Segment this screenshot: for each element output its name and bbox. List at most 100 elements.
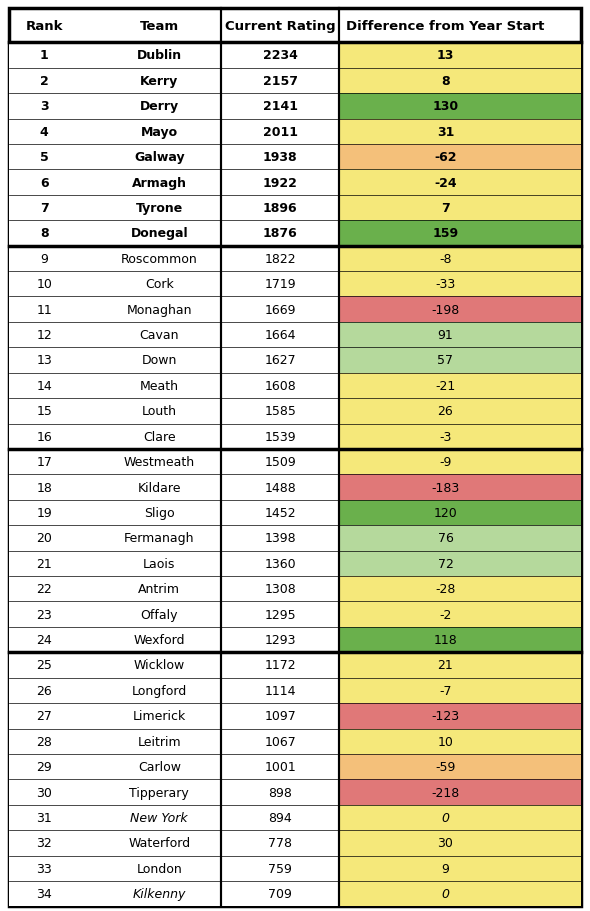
Text: Dublin: Dublin <box>137 49 182 62</box>
Bar <box>9 424 339 449</box>
Bar <box>9 602 339 627</box>
Bar <box>339 170 581 196</box>
Text: 14: 14 <box>37 380 52 393</box>
Text: 30: 30 <box>438 836 453 849</box>
Text: Laois: Laois <box>143 558 175 570</box>
Bar <box>9 94 339 119</box>
Text: Galway: Galway <box>134 151 185 164</box>
Text: Leitrim: Leitrim <box>137 735 181 748</box>
Bar <box>339 855 581 881</box>
Bar <box>339 322 581 348</box>
Text: 17: 17 <box>37 456 52 468</box>
Bar <box>9 577 339 602</box>
Text: 1669: 1669 <box>264 303 296 316</box>
Text: 1293: 1293 <box>264 633 296 646</box>
Text: -7: -7 <box>439 684 452 697</box>
Bar <box>339 703 581 729</box>
Bar <box>339 551 581 577</box>
Text: 31: 31 <box>437 126 454 138</box>
Bar <box>339 500 581 526</box>
Text: 12: 12 <box>37 329 52 342</box>
Bar <box>9 729 339 754</box>
Bar <box>9 297 339 322</box>
Text: 759: 759 <box>268 862 292 875</box>
Bar <box>339 246 581 271</box>
Text: 23: 23 <box>37 608 52 621</box>
Text: 0: 0 <box>441 811 450 824</box>
Text: 13: 13 <box>37 354 52 367</box>
Text: -21: -21 <box>435 380 455 393</box>
Text: 8: 8 <box>441 75 450 87</box>
Bar <box>339 297 581 322</box>
Text: 1001: 1001 <box>264 761 296 773</box>
Text: 2234: 2234 <box>263 49 298 62</box>
Text: 1509: 1509 <box>264 456 296 468</box>
Text: -3: -3 <box>440 430 451 444</box>
Bar <box>339 145 581 170</box>
Text: Armagh: Armagh <box>132 177 187 189</box>
Text: 11: 11 <box>37 303 52 316</box>
Text: 1664: 1664 <box>264 329 296 342</box>
Text: 7: 7 <box>40 201 48 215</box>
Bar <box>9 526 339 551</box>
Text: 1360: 1360 <box>264 558 296 570</box>
Text: 2157: 2157 <box>263 75 298 87</box>
Text: -2: -2 <box>440 608 451 621</box>
Bar <box>9 374 339 399</box>
Text: 16: 16 <box>37 430 52 444</box>
Bar <box>9 754 339 780</box>
Text: Cavan: Cavan <box>140 329 179 342</box>
Text: 72: 72 <box>438 558 453 570</box>
Text: 1172: 1172 <box>264 659 296 671</box>
Text: 1627: 1627 <box>264 354 296 367</box>
Bar <box>339 627 581 652</box>
Text: Down: Down <box>142 354 177 367</box>
Bar <box>339 271 581 297</box>
Text: 120: 120 <box>434 507 457 519</box>
Bar <box>339 399 581 424</box>
Text: 24: 24 <box>37 633 52 646</box>
Text: Derry: Derry <box>140 100 179 113</box>
Text: Kerry: Kerry <box>140 75 178 87</box>
Text: 26: 26 <box>438 404 453 418</box>
Text: London: London <box>136 862 182 875</box>
Text: 1719: 1719 <box>264 278 296 291</box>
Bar <box>339 374 581 399</box>
Bar <box>9 627 339 652</box>
Bar <box>339 729 581 754</box>
Text: Roscommon: Roscommon <box>121 252 198 265</box>
Bar <box>9 170 339 196</box>
Bar <box>339 196 581 221</box>
Text: Rank: Rank <box>25 20 63 33</box>
Text: 2: 2 <box>40 75 48 87</box>
Text: 9: 9 <box>40 252 48 265</box>
Bar <box>339 43 581 68</box>
Text: 1308: 1308 <box>264 583 296 596</box>
Text: 1: 1 <box>40 49 48 62</box>
Text: 76: 76 <box>438 532 453 545</box>
Text: -183: -183 <box>431 481 460 494</box>
Bar <box>9 855 339 881</box>
Bar <box>339 94 581 119</box>
Text: Tipperary: Tipperary <box>129 785 189 799</box>
Text: 1488: 1488 <box>264 481 296 494</box>
Text: -198: -198 <box>431 303 460 316</box>
Text: -8: -8 <box>439 252 452 265</box>
Text: Difference from Year Start: Difference from Year Start <box>346 20 545 33</box>
Bar <box>9 678 339 703</box>
Bar <box>9 830 339 855</box>
Text: -59: -59 <box>435 761 455 773</box>
Bar <box>9 322 339 348</box>
Text: -9: -9 <box>440 456 451 468</box>
Text: -24: -24 <box>434 177 457 189</box>
Text: Cork: Cork <box>145 278 173 291</box>
Text: Louth: Louth <box>142 404 177 418</box>
Text: 1922: 1922 <box>263 177 298 189</box>
Text: 1539: 1539 <box>264 430 296 444</box>
Text: 10: 10 <box>37 278 52 291</box>
Bar <box>339 526 581 551</box>
Text: Carlow: Carlow <box>138 761 181 773</box>
Text: 10: 10 <box>438 735 453 748</box>
Text: Monaghan: Monaghan <box>126 303 192 316</box>
Bar <box>339 678 581 703</box>
